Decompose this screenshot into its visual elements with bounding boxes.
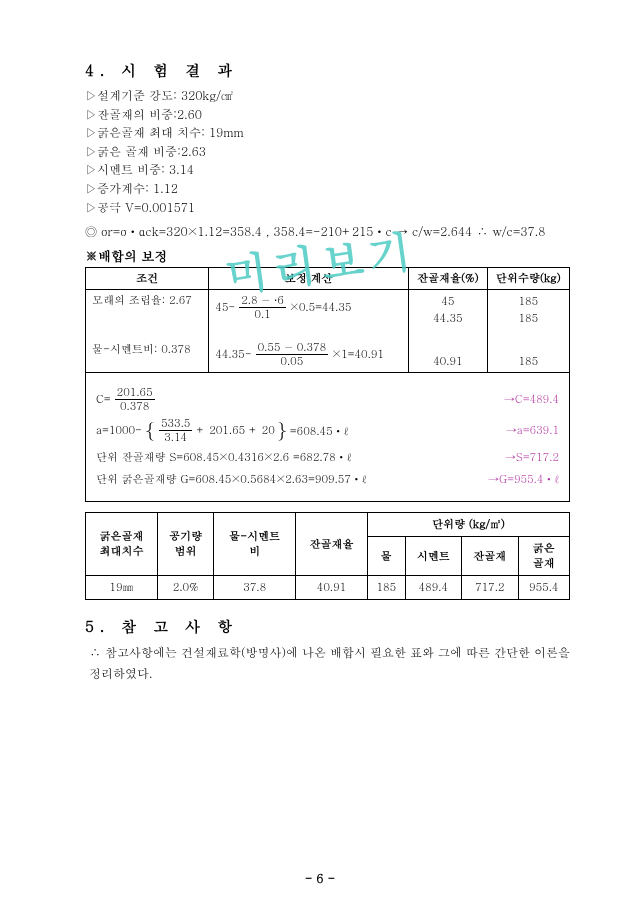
brace-icon: { [144, 424, 155, 437]
bullet-line: ▷굵은골재 최대 치수: 19mm [85, 124, 570, 143]
th: 잔골재 [462, 537, 518, 576]
summary-table: 굵은골재 최대치수 공기량 범위 물-시멘트 비 잔골재율 단위량 (kg/㎥)… [85, 512, 570, 600]
fraction: 0.55 − 0.378 0.05 [256, 342, 329, 367]
denominator: 3.14 [159, 431, 192, 443]
calc-a: a=1000- { 533.5 3.14 + 201.65 + 20 } =60… [96, 418, 559, 443]
cell-ratio-col: 45 44.35 40.91 [409, 290, 488, 373]
section-4-title: 4. 시 험 결 과 [85, 60, 570, 81]
calc-text: a=1000- [96, 423, 142, 438]
denominator: 0.378 [115, 400, 155, 412]
bullet-line: ▷잔골재의 비중:2.60 [85, 106, 570, 125]
cond-1: 모래의 조립율: 2.67 [92, 293, 204, 308]
cond-2: 물-시멘트비: 0.378 [92, 342, 204, 357]
correction-table: 조건 보정 계산 잔골재율(%) 단위수량(kg) 모래의 조립율: 2.67 … [85, 267, 570, 373]
cell-val: 44.35 [413, 311, 483, 326]
section-5-body: ∴ 참고사항에는 건설재료학(방명사)에 나온 배합시 필요한 표와 그에 따른… [85, 643, 570, 684]
calc-row-1: 45- 2.8 − ⋅6 0.1 ×0.5=44.35 [215, 295, 404, 320]
calc-text: + 201.65 + 20 [196, 423, 274, 438]
denominator: 0.05 [256, 355, 329, 367]
th: 물 [368, 537, 406, 576]
calc-text: ×0.5=44.35 [290, 300, 352, 315]
bullet-line: ▷굵은 골재 비중:2.63 [85, 143, 570, 162]
result-c: →C=489.4 [504, 392, 559, 407]
th-unit-span: 단위량 (kg/㎥) [368, 513, 570, 537]
ref-text: ∴ 참고사항에는 건설재료학(방명사)에 나온 배합시 필요한 표와 그에 따른… [89, 644, 570, 681]
calc-text: =608.45・ℓ [290, 423, 348, 439]
cell-calcs: 45- 2.8 − ⋅6 0.1 ×0.5=44.35 44.35- 0.55 … [209, 290, 409, 373]
calc-text: ×1=40.91 [332, 347, 384, 362]
th-calc: 보정 계산 [209, 268, 409, 290]
calc-c: C= 201.65 0.378 →C=489.4 [96, 387, 559, 412]
td: 955.4 [518, 576, 570, 600]
result-s: →S=717.2 [505, 450, 559, 465]
section-5-title: 5. 참 고 사 항 [85, 616, 570, 637]
td: 2.0% [157, 576, 213, 600]
cell-val: 185 [492, 354, 565, 369]
cell-val: 40.91 [413, 354, 483, 369]
th: 공기량 범위 [157, 513, 213, 576]
bullet-line: ▷설계기준 강도: 320kg/㎠ [85, 87, 570, 106]
section-4-bullets: ▷설계기준 강도: 320kg/㎠ ▷잔골재의 비중:2.60 ▷굵은골재 최대… [85, 87, 570, 217]
bullet-line: ▷공극 V=0.001571 [85, 199, 570, 218]
th: 굵은 골재 [518, 537, 570, 576]
cell-water-col: 185 185 185 [487, 290, 569, 373]
th: 물-시멘트 비 [214, 513, 296, 576]
th: 잔골재율 [296, 513, 368, 576]
td: 489.4 [405, 576, 461, 600]
bullet-line: ▷시멘트 비중: 3.14 [85, 161, 570, 180]
brace-icon: } [277, 424, 288, 437]
page-content: 4. 시 험 결 과 ▷설계기준 강도: 320kg/㎠ ▷잔골재의 비중:2.… [0, 0, 640, 714]
page-number: - 6 - [0, 870, 640, 887]
calc-g: 단위 굵은골재량 G=608.45×0.5684×2.63=909.57・ℓ →… [96, 471, 559, 487]
cell-val: 185 [492, 311, 565, 326]
equation-line: ◎ σr=σ・αck=320×1.12=358.4 , 358.4=-210+2… [85, 223, 570, 240]
td: 185 [368, 576, 406, 600]
fraction: 2.8 − ⋅6 0.1 [239, 295, 286, 320]
denominator: 0.1 [239, 308, 286, 320]
th: 시멘트 [405, 537, 461, 576]
calc-text: 단위 잔골재량 S=608.45×0.4316×2.6 =682.78・ℓ [96, 449, 351, 465]
th-sand-ratio: 잔골재율(%) [409, 268, 488, 290]
bullet-line: ▷증가계수: 1.12 [85, 180, 570, 199]
mix-correction-title: ※배합의 보정 [85, 246, 570, 265]
th: 굵은골재 최대치수 [86, 513, 158, 576]
result-a: →a=639.1 [506, 423, 559, 438]
fraction: 533.5 3.14 [159, 418, 192, 443]
calc-text: 단위 굵은골재량 G=608.45×0.5684×2.63=909.57・ℓ [96, 471, 367, 487]
cell-conditions: 모래의 조립율: 2.67 물-시멘트비: 0.378 [86, 290, 209, 373]
cell-val: 185 [492, 294, 565, 309]
result-g: →G=955.4・ℓ [488, 471, 559, 487]
td: 19㎜ [86, 576, 158, 600]
calc-text: 45- [215, 300, 235, 315]
td: 40.91 [296, 576, 368, 600]
td: 37.8 [214, 576, 296, 600]
td: 717.2 [462, 576, 518, 600]
th-unit-water: 단위수량(kg) [487, 268, 569, 290]
fraction: 201.65 0.378 [115, 387, 155, 412]
calc-s: 단위 잔골재량 S=608.45×0.4316×2.6 =682.78・ℓ →S… [96, 449, 559, 465]
calc-row-2: 44.35- 0.55 − 0.378 0.05 ×1=40.91 [215, 342, 404, 367]
calc-text: C= [96, 392, 111, 407]
th-condition: 조건 [86, 268, 209, 290]
calc-block: C= 201.65 0.378 →C=489.4 a=1000- { 533.5… [85, 373, 570, 502]
calc-text: 44.35- [215, 347, 251, 362]
cell-val: 45 [413, 294, 483, 309]
